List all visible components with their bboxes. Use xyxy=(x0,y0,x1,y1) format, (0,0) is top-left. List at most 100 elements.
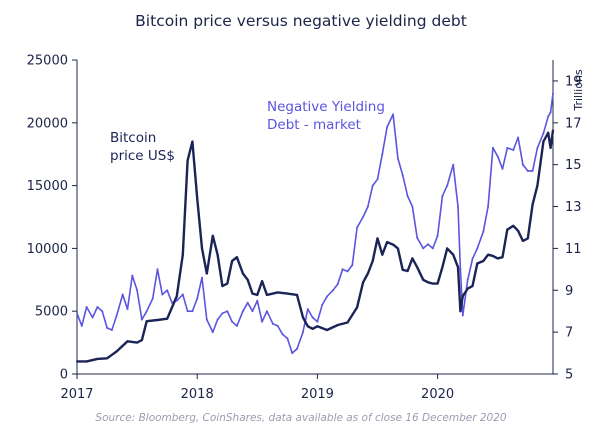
data-point-bitcoin xyxy=(186,159,189,162)
data-point-bitcoin xyxy=(196,197,199,200)
data-point-negative_yielding_debt xyxy=(326,295,328,298)
data-point-bitcoin xyxy=(446,247,449,250)
data-point-bitcoin xyxy=(326,329,328,331)
data-point-bitcoin xyxy=(231,260,234,262)
data-point-negative_yielding_debt xyxy=(235,324,238,327)
data-point-bitcoin xyxy=(487,253,490,256)
data-point-bitcoin xyxy=(441,266,444,269)
x-tick-label: 2020 xyxy=(421,387,454,402)
data-point-bitcoin xyxy=(276,291,279,294)
data-point-negative_yielding_debt xyxy=(85,306,88,308)
data-point-bitcoin xyxy=(396,247,399,250)
data-point-bitcoin xyxy=(512,224,515,227)
data-point-negative_yielding_debt xyxy=(201,276,203,279)
data-point-negative_yielding_debt xyxy=(131,274,134,277)
data-point-negative_yielding_debt xyxy=(311,316,314,319)
right-tick-label: 17 xyxy=(565,116,582,131)
data-point-bitcoin xyxy=(461,295,464,298)
data-point-negative_yielding_debt xyxy=(216,318,219,321)
data-point-negative_yielding_debt xyxy=(521,163,524,166)
x-tick-label: 2018 xyxy=(181,387,214,402)
data-point-bitcoin xyxy=(531,203,534,206)
data-point-bitcoin xyxy=(85,360,88,363)
data-point-bitcoin xyxy=(241,272,244,275)
source-note: Source: Bloomberg, CoinShares, data avai… xyxy=(95,412,506,424)
data-point-negative_yielding_debt xyxy=(411,205,414,208)
data-point-negative_yielding_debt xyxy=(392,113,395,116)
data-point-bitcoin xyxy=(406,270,409,272)
data-point-negative_yielding_debt xyxy=(376,178,379,181)
data-point-bitcoin xyxy=(311,327,314,330)
data-point-negative_yielding_debt xyxy=(512,149,515,151)
series-line-negative-yielding-debt xyxy=(76,93,554,354)
data-point-negative_yielding_debt xyxy=(446,184,449,187)
data-point-bitcoin xyxy=(491,254,494,257)
data-point-negative_yielding_debt xyxy=(110,329,113,331)
data-point-negative_yielding_debt xyxy=(461,314,464,317)
data-point-bitcoin xyxy=(211,234,214,237)
data-point-bitcoin xyxy=(115,350,118,353)
data-point-bitcoin xyxy=(235,256,238,259)
data-point-negative_yielding_debt xyxy=(265,310,268,313)
right-tick-label: 9 xyxy=(565,284,573,299)
data-point-bitcoin xyxy=(471,285,474,288)
data-point-negative_yielding_debt xyxy=(296,347,298,350)
data-point-negative_yielding_debt xyxy=(457,205,459,208)
x-tick-label: 2019 xyxy=(301,387,334,402)
data-point-negative_yielding_debt xyxy=(246,301,249,304)
data-point-negative_yielding_debt xyxy=(115,314,118,317)
right-tick-label: 19 xyxy=(565,74,582,89)
data-point-negative_yielding_debt xyxy=(91,316,94,319)
data-point-negative_yielding_debt xyxy=(281,333,284,336)
data-point-bitcoin xyxy=(226,282,229,285)
data-point-negative_yielding_debt xyxy=(431,247,434,250)
data-point-bitcoin xyxy=(552,129,554,132)
data-point-negative_yielding_debt xyxy=(156,268,159,271)
data-point-negative_yielding_debt xyxy=(271,322,274,325)
data-point-bitcoin xyxy=(246,278,249,281)
data-point-negative_yielding_debt xyxy=(341,268,344,271)
data-point-negative_yielding_debt xyxy=(306,308,309,311)
data-point-negative_yielding_debt xyxy=(231,320,234,323)
data-point-negative_yielding_debt xyxy=(346,270,349,273)
data-point-negative_yielding_debt xyxy=(191,310,194,313)
data-point-negative_yielding_debt xyxy=(171,301,173,304)
data-point-bitcoin xyxy=(459,310,462,313)
data-point-bitcoin xyxy=(336,324,339,326)
data-point-bitcoin xyxy=(166,317,169,320)
data-point-negative_yielding_debt xyxy=(161,293,164,296)
right-tick-label: 15 xyxy=(565,158,582,173)
data-point-negative_yielding_debt xyxy=(76,312,78,315)
data-point-bitcoin xyxy=(521,239,524,242)
left-tick-label: 15000 xyxy=(27,179,68,194)
data-point-bitcoin xyxy=(216,253,219,256)
right-axis-unit-label: Trillions xyxy=(572,69,585,112)
data-point-negative_yielding_debt xyxy=(96,306,99,308)
data-point-negative_yielding_debt xyxy=(517,136,520,139)
data-point-negative_yielding_debt xyxy=(366,205,369,208)
data-point-bitcoin xyxy=(296,293,298,296)
data-point-negative_yielding_debt xyxy=(362,216,365,218)
data-point-negative_yielding_debt xyxy=(221,312,224,315)
series-points xyxy=(76,92,554,363)
data-point-negative_yielding_debt xyxy=(547,115,550,118)
data-point-bitcoin xyxy=(422,278,425,281)
data-point-negative_yielding_debt xyxy=(452,163,455,166)
data-point-bitcoin xyxy=(140,339,143,342)
data-point-bitcoin xyxy=(76,360,78,363)
data-point-bitcoin xyxy=(221,285,224,288)
data-point-bitcoin xyxy=(356,306,359,309)
data-point-bitcoin xyxy=(366,272,369,275)
data-point-negative_yielding_debt xyxy=(291,352,294,355)
data-point-bitcoin xyxy=(392,243,395,246)
data-point-bitcoin xyxy=(526,237,529,240)
data-point-bitcoin xyxy=(256,293,259,296)
data-point-negative_yielding_debt xyxy=(121,293,124,296)
data-point-negative_yielding_debt xyxy=(416,236,419,239)
data-point-negative_yielding_debt xyxy=(386,126,389,128)
bitcoin-series-label-line-2: price US$ xyxy=(110,148,175,164)
left-tick-label: 0 xyxy=(60,368,68,383)
data-point-negative_yielding_debt xyxy=(302,331,304,334)
